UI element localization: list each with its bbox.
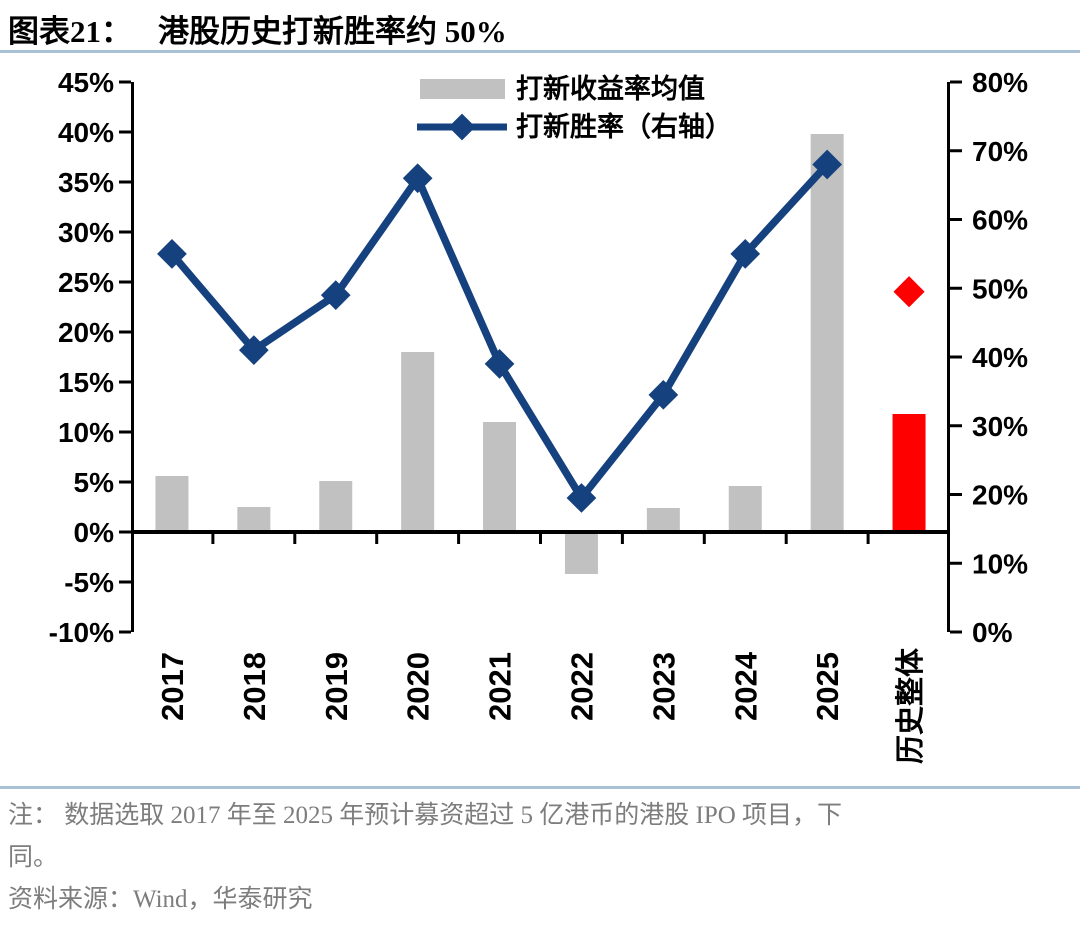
data-source: 资料来源：Wind，华泰研究: [8, 886, 313, 913]
bar-2018: [237, 507, 271, 532]
legend-line-marker: [448, 113, 476, 141]
left-axis-tick-label: 0%: [74, 517, 115, 548]
x-axis-label-历史整体: 历史整体: [894, 647, 927, 764]
x-axis-label-2023: 2023: [646, 652, 681, 721]
bar-2023: [646, 508, 680, 532]
left-axis-tick-label: 10%: [58, 417, 114, 448]
ipo-win-rate-chart: 45% 40% 35% 30% 25% 20% 15% 10% 5% 0% -5% -10% 80% 70…: [49, 67, 1029, 764]
x-axis-label-2020: 2020: [401, 652, 436, 721]
right-axis-tick-label: 20%: [972, 480, 1028, 511]
left-axis-tick-label: -10%: [49, 617, 114, 648]
figure-header: 图表21： 港股历史打新胜率约 50%: [8, 6, 1072, 49]
bar-2024: [728, 486, 762, 532]
figure-title: 港股历史打新胜率约 50%: [158, 14, 507, 49]
x-axis-label-2019: 2019: [319, 652, 354, 721]
left-axis-tick-label: 20%: [58, 317, 114, 348]
right-axis-tick-label: 30%: [972, 411, 1028, 442]
x-axis-label-2021: 2021: [483, 652, 518, 721]
x-axis-label-2022: 2022: [564, 652, 599, 721]
right-axis-tick-label: 10%: [972, 548, 1028, 579]
legend-line-label: 打新胜率（右轴）: [516, 111, 732, 142]
legend-bar-label: 打新收益率均值: [516, 73, 705, 104]
right-axis-tick-label: 60%: [972, 205, 1028, 236]
right-axis-tick-label: 40%: [972, 342, 1028, 373]
left-axis-tick-label: 30%: [58, 217, 114, 248]
chart-note-line1: 注： 数据选取 2017 年至 2025 年预计募资超过 5 亿港币的港股 IP…: [8, 802, 843, 829]
chart-note-line2: 同。: [8, 844, 59, 871]
left-axis-tick-label: 35%: [58, 167, 114, 198]
left-axis-tick-label: 15%: [58, 367, 114, 398]
right-axis-tick-label: 50%: [972, 273, 1028, 304]
x-axis-label-2018: 2018: [237, 652, 272, 721]
left-axis-tick-label: 25%: [58, 267, 114, 298]
bar-2019: [319, 481, 353, 532]
chart-area: 45% 40% 35% 30% 25% 20% 15% 10% 5% 0% -5% -10% 80% 70…: [0, 54, 1080, 784]
right-axis-tick-label: 70%: [972, 136, 1028, 167]
figure-label: 图表21：: [8, 14, 132, 49]
x-axis-label-2017: 2017: [155, 652, 190, 721]
left-axis-tick-label: -5%: [64, 567, 114, 598]
right-axis-tick-label: 0%: [972, 617, 1013, 648]
bar-2020: [401, 352, 435, 532]
bar-历史整体: [892, 414, 926, 532]
legend-bar-swatch: [420, 79, 505, 99]
left-axis-tick-label: 5%: [74, 467, 115, 498]
title-underline: [0, 50, 1080, 53]
x-axis-label-2025: 2025: [810, 652, 845, 721]
bar-2017: [155, 476, 189, 532]
left-axis-tick-label: 40%: [58, 117, 114, 148]
footer-divider: [0, 786, 1080, 789]
bar-2025: [810, 134, 844, 532]
bar-2021: [483, 422, 517, 532]
win-rate-marker-历史整体: [893, 276, 925, 308]
x-axis-label-2024: 2024: [728, 651, 763, 721]
right-axis-tick-label: 80%: [972, 67, 1028, 98]
left-axis-tick-label: 45%: [58, 67, 114, 98]
bar-2022: [564, 532, 598, 574]
